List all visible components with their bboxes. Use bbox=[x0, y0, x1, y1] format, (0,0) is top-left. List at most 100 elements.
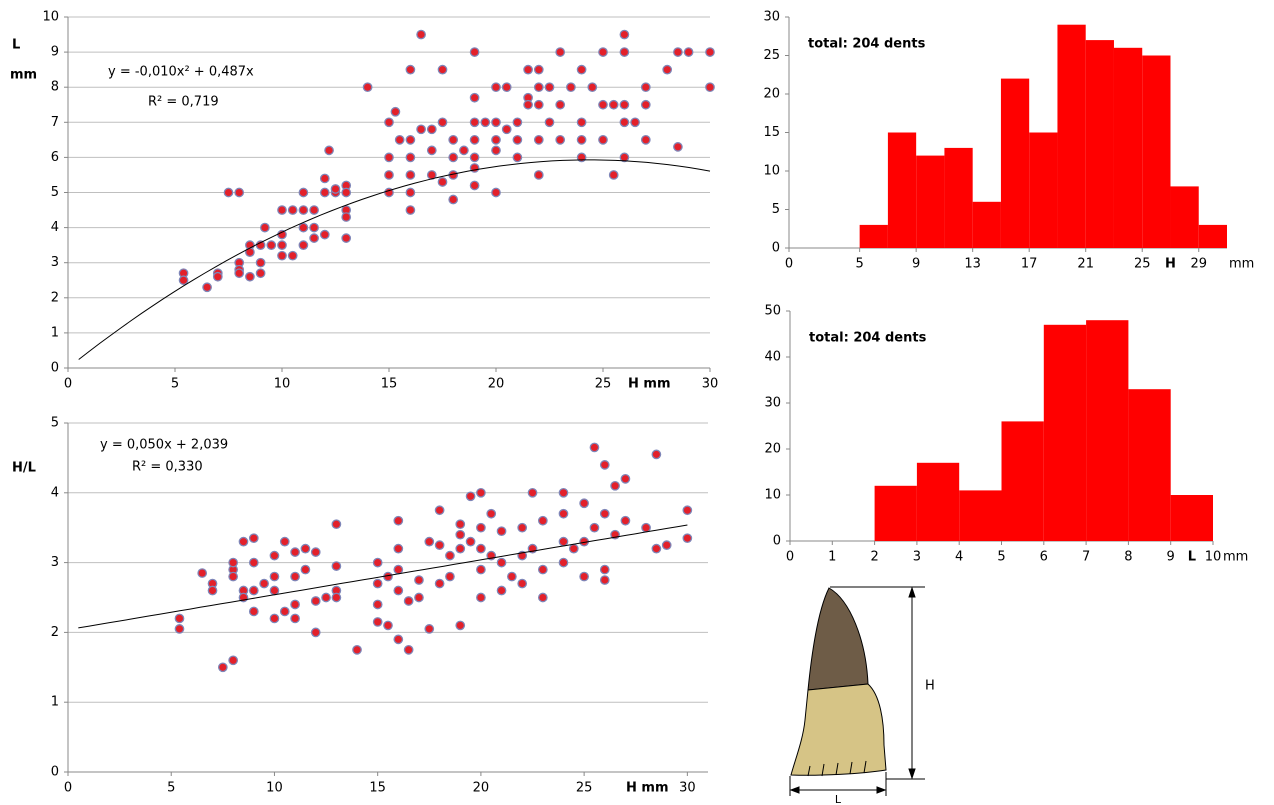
x-tick-label: 10 bbox=[266, 781, 283, 796]
point bbox=[537, 592, 548, 603]
point bbox=[608, 99, 619, 110]
point bbox=[255, 268, 266, 279]
x-tick-label: 5 bbox=[997, 550, 1005, 565]
point bbox=[491, 82, 501, 93]
y-tick-label: 3 bbox=[51, 255, 59, 270]
point bbox=[319, 229, 330, 240]
point bbox=[469, 117, 480, 128]
x-tick-label: 10 bbox=[274, 377, 291, 392]
point bbox=[255, 257, 266, 268]
x-tick-label: 0 bbox=[786, 550, 794, 565]
point bbox=[394, 135, 405, 145]
point bbox=[496, 526, 507, 537]
y-tick-label: 40 bbox=[764, 350, 781, 365]
bar bbox=[1001, 421, 1044, 541]
tooth-tip bbox=[807, 587, 869, 691]
point bbox=[469, 152, 480, 163]
point bbox=[212, 271, 223, 282]
point bbox=[455, 529, 466, 540]
point bbox=[319, 173, 330, 184]
point bbox=[448, 135, 459, 145]
y-tick-label: 50 bbox=[764, 304, 781, 319]
x-tick-label: 9 bbox=[1167, 550, 1175, 565]
bar bbox=[944, 147, 973, 248]
point bbox=[620, 515, 631, 526]
point bbox=[537, 515, 548, 526]
point bbox=[476, 543, 486, 554]
point bbox=[501, 124, 512, 135]
y-tick-label: 10 bbox=[42, 10, 59, 25]
bar bbox=[1128, 389, 1171, 541]
point bbox=[437, 64, 448, 75]
point bbox=[517, 522, 528, 533]
point bbox=[469, 47, 480, 57]
x-tick-label: 30 bbox=[679, 781, 696, 796]
point bbox=[598, 135, 608, 145]
point bbox=[319, 187, 330, 198]
x-tick-label: 20 bbox=[488, 377, 505, 392]
bar bbox=[1085, 40, 1114, 248]
scatter-chart: 0 1 2 3 4 5 0 5 10 15 20 25 30 y = 0,050x + 2,039 R² =… bbox=[12, 416, 708, 796]
point bbox=[523, 64, 533, 75]
point bbox=[576, 117, 587, 128]
point bbox=[287, 205, 298, 215]
x-tick-label: 25 bbox=[1134, 257, 1151, 272]
point bbox=[640, 82, 651, 93]
point bbox=[341, 187, 352, 198]
point bbox=[287, 250, 298, 261]
x-tick-label: 10 bbox=[1205, 550, 1222, 565]
y-tick-label: 15 bbox=[763, 125, 780, 140]
y-tick-label: 0 bbox=[773, 534, 781, 549]
point bbox=[174, 624, 185, 634]
point bbox=[393, 543, 404, 554]
point bbox=[434, 578, 445, 589]
point bbox=[298, 187, 309, 198]
point bbox=[248, 585, 259, 596]
y-axis-unit: mm bbox=[10, 68, 37, 83]
y-tick-label: 2 bbox=[51, 290, 59, 305]
point bbox=[673, 47, 683, 57]
point bbox=[533, 82, 544, 93]
point bbox=[651, 449, 662, 460]
point bbox=[234, 268, 245, 279]
point bbox=[455, 543, 466, 554]
point bbox=[217, 662, 228, 673]
point bbox=[372, 557, 383, 568]
point bbox=[393, 564, 404, 575]
y-tick-label: 1 bbox=[51, 695, 59, 710]
point bbox=[566, 82, 576, 93]
y-tick-label: 20 bbox=[764, 442, 781, 457]
point bbox=[469, 135, 480, 145]
point bbox=[501, 82, 512, 93]
x-axis-label: H mm bbox=[628, 377, 671, 392]
point bbox=[277, 240, 287, 250]
point bbox=[403, 644, 414, 655]
point bbox=[673, 142, 683, 152]
x-tick-label: 5 bbox=[171, 377, 179, 392]
y-tick-label: 8 bbox=[51, 80, 59, 95]
point bbox=[599, 508, 610, 519]
tooth-diagram: H L bbox=[789, 586, 935, 805]
y-tick-label: 25 bbox=[763, 48, 780, 63]
x-tick-label: 5 bbox=[167, 781, 175, 796]
y-tick-label: 6 bbox=[51, 150, 59, 165]
point bbox=[277, 250, 287, 261]
point bbox=[405, 205, 416, 215]
x-axis-label: L bbox=[1188, 550, 1196, 565]
point bbox=[372, 617, 383, 627]
y-tick-label: 4 bbox=[51, 220, 59, 235]
point bbox=[309, 205, 319, 215]
x-axis-label: H bbox=[1165, 257, 1176, 272]
point bbox=[445, 550, 455, 561]
bar bbox=[874, 485, 917, 541]
point bbox=[448, 152, 459, 163]
equation: y = 0,050x + 2,039 bbox=[100, 438, 228, 453]
x-tick-label: 17 bbox=[1021, 257, 1038, 272]
point bbox=[331, 592, 342, 603]
bar bbox=[1029, 132, 1058, 248]
point bbox=[405, 64, 416, 75]
y-tick-label: 5 bbox=[51, 185, 59, 200]
point bbox=[228, 557, 239, 568]
point bbox=[393, 515, 404, 526]
